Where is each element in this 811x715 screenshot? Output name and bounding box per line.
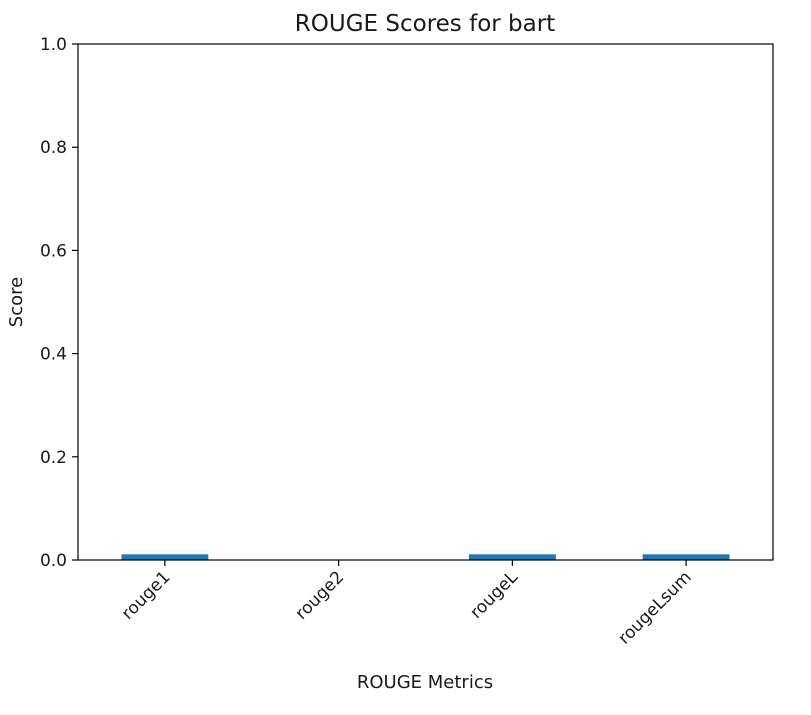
plot-frame — [77, 43, 774, 561]
bar-rouge1 — [121, 554, 209, 560]
bar-rougeL — [468, 554, 556, 560]
x-axis-label: ROUGE Metrics — [357, 672, 493, 693]
y-tick-label: 0.6 — [40, 241, 67, 261]
y-tick-label: 0.4 — [40, 345, 67, 365]
y-axis-ticks: 0.0 0.2 0.4 0.6 0.8 1.0 — [40, 35, 78, 571]
y-tick-label: 0.8 — [40, 138, 67, 158]
x-tick-label: rouge1 — [118, 567, 174, 623]
y-axis-label: Score — [6, 277, 27, 327]
chart-title: ROUGE Scores for bart — [295, 11, 555, 37]
x-tick-label: rougeL — [466, 567, 522, 623]
bar-rougeLsum — [642, 554, 730, 560]
y-tick-label: 0.0 — [40, 551, 67, 571]
x-tick-label: rougeLsum — [615, 567, 696, 648]
y-tick-label: 0.2 — [40, 448, 67, 468]
y-tick-label: 1.0 — [40, 35, 67, 55]
bars-layer — [121, 554, 730, 560]
x-axis-ticks: rouge1 rouge2 rougeL rougeLsum — [118, 560, 696, 649]
x-tick-label: rouge2 — [292, 567, 348, 623]
